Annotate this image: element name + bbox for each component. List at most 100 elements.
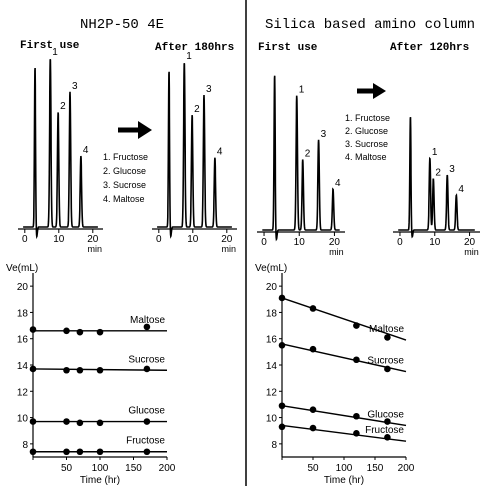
data-point xyxy=(309,424,317,432)
y-axis-label: Ve(mL) xyxy=(255,263,287,274)
data-point xyxy=(353,356,360,364)
x-tick-label: 20 xyxy=(329,237,341,248)
data-point xyxy=(384,433,391,441)
y-tick-label: 10 xyxy=(266,414,278,425)
chromatogram-trace xyxy=(262,75,340,242)
legend-silica-item: 1. Fructose xyxy=(345,113,390,123)
peak-label: 1 xyxy=(186,51,192,62)
legend-nh2p-item: 4. Maltose xyxy=(103,194,145,204)
panel-title-silica: Silica based amino column xyxy=(265,17,475,33)
data-point xyxy=(29,365,37,373)
x-tick-label: 0 xyxy=(22,234,28,245)
data-point xyxy=(96,419,104,427)
legend-nh2p-item: 3. Sucrose xyxy=(103,180,146,190)
data-point xyxy=(309,305,317,312)
data-point xyxy=(278,294,286,302)
x-tick-label: 50 xyxy=(307,463,319,474)
x-unit-label: min xyxy=(88,244,103,254)
y-tick-label: 10 xyxy=(17,414,29,425)
legend-silica-item: 4. Maltose xyxy=(345,152,387,162)
x-tick-label: 200 xyxy=(159,463,176,474)
data-point xyxy=(63,418,70,425)
data-point xyxy=(143,418,151,425)
data-point xyxy=(353,412,360,420)
data-point xyxy=(63,448,70,456)
data-point xyxy=(278,423,286,431)
data-point xyxy=(309,406,317,413)
data-point xyxy=(309,345,317,353)
chrom-title-nh2p-first: First use xyxy=(20,40,80,52)
legend-nh2p-item: 2. Glucose xyxy=(103,166,146,176)
peak-label: 4 xyxy=(83,145,89,156)
data-point xyxy=(278,402,286,410)
peak-label: 4 xyxy=(217,147,223,158)
data-point xyxy=(96,448,104,456)
data-point xyxy=(63,327,70,335)
data-point xyxy=(63,366,70,374)
x-tick-label: 50 xyxy=(61,463,73,474)
y-tick-label: 14 xyxy=(266,361,278,372)
y-tick-label: 18 xyxy=(17,308,29,319)
peak-label: 2 xyxy=(305,148,311,159)
data-point xyxy=(96,328,104,336)
y-axis-label: Ve(mL) xyxy=(6,263,38,274)
peak-label: 1 xyxy=(52,47,58,58)
series-label: Glucose xyxy=(128,406,165,417)
data-point xyxy=(278,341,286,349)
ve-plot-nh2p: 8 10 12 14 16 18 20 50 100 150 200 Ve(mL) Time (hr) M… xyxy=(6,263,176,486)
x-tick-label: 10 xyxy=(187,234,199,245)
panel-title-nh2p: NH2P-50 4E xyxy=(80,17,164,33)
y-tick-label: 8 xyxy=(22,440,28,451)
x-tick-label: 150 xyxy=(367,463,384,474)
x-tick-label: 200 xyxy=(398,463,415,474)
peak-label: 3 xyxy=(449,164,455,175)
y-tick-label: 12 xyxy=(17,387,29,398)
legend-silica: 1. Fructose 2. Glucose 3. Sucrose 4. Mal… xyxy=(345,113,390,162)
x-tick-label: 0 xyxy=(156,234,162,245)
peak-label: 2 xyxy=(194,104,200,115)
x-tick-label: 20 xyxy=(87,234,99,245)
data-point xyxy=(76,419,84,427)
peak-label: 2 xyxy=(435,167,441,178)
arrow-nh2p xyxy=(118,121,152,139)
data-point xyxy=(353,322,360,329)
data-point xyxy=(143,323,151,331)
y-tick-label: 16 xyxy=(266,335,278,346)
peak-label: 3 xyxy=(206,84,212,95)
y-tick-label: 16 xyxy=(17,335,29,346)
x-tick-label: 10 xyxy=(429,237,441,248)
data-point xyxy=(29,448,37,456)
data-point xyxy=(384,334,391,341)
data-point xyxy=(76,328,84,336)
x-tick-label: 100 xyxy=(92,463,109,474)
fit-line xyxy=(281,297,407,341)
legend-nh2p: 1. Fructose 2. Glucose 3. Sucrose 4. Mal… xyxy=(103,152,148,204)
series-label: Glucose xyxy=(367,409,404,420)
data-point xyxy=(143,365,151,373)
y-tick-label: 20 xyxy=(17,282,29,293)
data-point xyxy=(384,418,391,425)
peak-label: 4 xyxy=(335,178,341,189)
y-tick-label: 14 xyxy=(17,361,29,372)
legend-silica-item: 2. Glucose xyxy=(345,126,388,136)
x-unit-label: min xyxy=(464,247,479,257)
data-point xyxy=(384,365,391,373)
y-tick-label: 8 xyxy=(271,440,277,451)
x-tick-label: 0 xyxy=(261,237,267,248)
series-label: Fructose xyxy=(365,425,404,436)
series-label: Maltose xyxy=(369,324,404,335)
series-label: Maltose xyxy=(130,315,165,326)
chromatogram-trace xyxy=(157,63,232,239)
arrow-silica xyxy=(357,83,386,99)
peak-label: 1 xyxy=(432,147,438,158)
data-point xyxy=(96,366,104,374)
ve-plot-silica: 8 10 12 14 16 18 20 50 100 150 200 Ve(mL) Time (hr) M… xyxy=(255,263,415,486)
data-point xyxy=(353,430,360,437)
legend-silica-item: 3. Sucrose xyxy=(345,139,388,149)
y-tick-label: 20 xyxy=(266,282,278,293)
chromatogram-trace xyxy=(398,117,475,239)
data-point xyxy=(29,326,37,333)
